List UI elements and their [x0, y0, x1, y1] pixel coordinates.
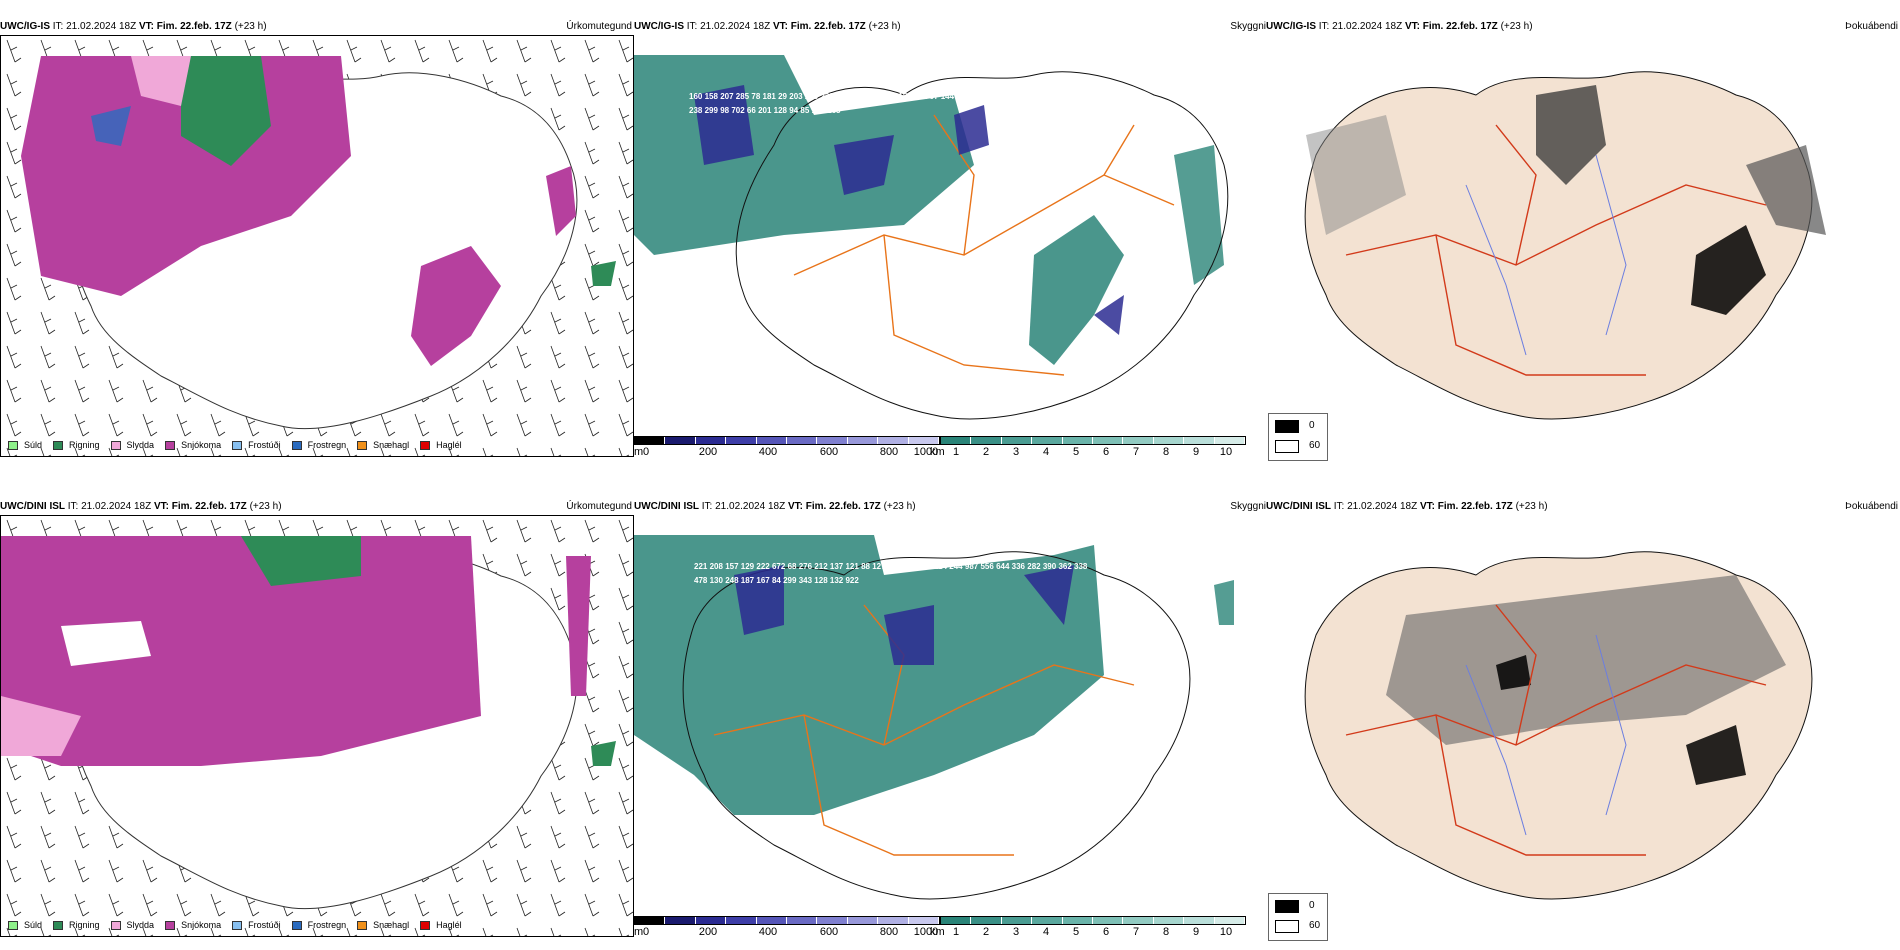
snow-east: [411, 246, 501, 366]
visibility-colorbar: km 1 2 3 4 5 6 7 8 9 10: [930, 436, 1246, 464]
precip-legend: Súld Rigning Slydda Snjókoma Frostúði Fr…: [8, 920, 473, 930]
legend-item-snjokoma: Snjókoma: [165, 920, 221, 930]
mountain-heights: [694, 85, 1124, 335]
visibility-colorbar: km 1 2 3 4 5 6 7 8 9 10: [930, 916, 1246, 944]
roads: [1345, 124, 1767, 376]
legend-item-sudd: Súld: [8, 920, 42, 930]
fog-dark-north: [1536, 85, 1606, 185]
fog-map-svg: [1266, 35, 1900, 463]
precip-map-svg: [1, 516, 633, 936]
snow-area: [1, 536, 481, 766]
fog-grey-band: [1386, 575, 1786, 745]
fog-map-svg: [1266, 515, 1900, 943]
iceland-land: [1304, 71, 1813, 420]
panel-header: UWC/IG-IS IT: 21.02.2024 18Z VT: Fim. 22…: [634, 21, 901, 32]
precip-map: [0, 515, 634, 937]
height-colorbar: m 0 200 400 600 800 1000: [634, 916, 940, 944]
legend-item-haglel: Haglél: [420, 920, 462, 930]
legend-item-snaehagl: Snæhagl: [357, 440, 409, 450]
fog-legend-1: 0 60: [1268, 413, 1328, 461]
visibility-map: 221 208 157 129 222 672 68 276 212 137 1…: [634, 515, 1266, 915]
panel-header: UWC/IG-IS IT: 21.02.2024 18Z VT: Fim. 22…: [0, 21, 267, 32]
fog-grey-west: [1306, 115, 1406, 235]
legend-item-snjokoma: Snjókoma: [165, 440, 221, 450]
panel-header: UWC/DINI ISL IT: 21.02.2024 18Z VT: Fim.…: [634, 501, 916, 512]
fog-grey-ne: [1746, 145, 1826, 235]
precip-map: [0, 35, 634, 457]
precip-legend: Súld Rigning Slydda Snjókoma Frostúði Fr…: [8, 440, 473, 450]
height-colorbar-ticks: m 0 200 400 600 800 1000: [634, 446, 939, 458]
legend-item-haglel: Haglél: [420, 440, 462, 450]
legend-item-rigning: Rigning: [53, 440, 100, 450]
teal-fog-ne: [1174, 145, 1224, 285]
legend-item-sudd: Súld: [8, 440, 42, 450]
rivers: [1465, 634, 1627, 836]
visibility-map-svg: [634, 55, 1229, 420]
fog-map: [1266, 35, 1900, 463]
fog-dark-patches: [1496, 655, 1746, 785]
teal-fog-east: [1029, 215, 1124, 365]
sleet-area: [1, 696, 81, 756]
teal-fog-east: [1214, 580, 1234, 625]
legend-item-frostregn: Frostregn: [291, 920, 346, 930]
visibility-panel-2: UWC/DINI ISL IT: 21.02.2024 18Z VT: Fim.…: [634, 500, 1266, 944]
roads: [793, 114, 1175, 376]
rain-east: [591, 261, 616, 286]
iceland-outline: [735, 71, 1229, 420]
visibility-colorbar-ticks: km 1 2 3 4 5 6 7 8 9 10: [930, 926, 1233, 938]
height-colorbar: m 0 200 400 600 800 1000: [634, 436, 940, 464]
rain-area: [241, 536, 361, 586]
panel-header: UWC/DINI ISL IT: 21.02.2024 18Z VT: Fim.…: [0, 501, 282, 512]
rain-east: [591, 741, 616, 766]
panel-title: Úrkomutegund: [566, 501, 632, 512]
height-labels: 160 158 207 285 78 181 29 203 299 238 36…: [689, 92, 1001, 115]
sleet-area: [131, 56, 191, 106]
snow-ne: [546, 166, 576, 236]
visibility-map-svg: [634, 535, 1234, 900]
panel-title: Skyggni: [1230, 501, 1266, 512]
fog-dark-east: [1691, 225, 1766, 315]
iceland-outline: [682, 551, 1191, 900]
visibility-colorbar-ticks: km 1 2 3 4 5 6 7 8 9 10: [930, 446, 1233, 458]
legend-item-frostudi: Frostúði: [232, 920, 281, 930]
white-gap: [61, 621, 151, 666]
snow-east-band: [566, 556, 591, 696]
row-1: UWC/IG-IS IT: 21.02.2024 18Z VT: Fim. 22…: [0, 0, 1900, 470]
height-colorbar-ticks: m 0 200 400 600 800 1000: [634, 926, 939, 938]
panel-title: Þokuábendi: [1845, 21, 1898, 32]
legend-item-frostregn: Frostregn: [291, 440, 346, 450]
row-2: UWC/DINI ISL IT: 21.02.2024 18Z VT: Fim.…: [0, 480, 1900, 950]
rivers: [1465, 154, 1627, 356]
roads: [1345, 604, 1767, 856]
panel-title: Úrkomutegund: [566, 21, 632, 32]
height-colorbar-cells: [634, 436, 940, 445]
visibility-colorbar-cells: [940, 436, 1246, 445]
precip-type-panel-2: UWC/DINI ISL IT: 21.02.2024 18Z VT: Fim.…: [0, 500, 634, 944]
panel-header: UWC/DINI ISL IT: 21.02.2024 18Z VT: Fim.…: [1266, 501, 1548, 512]
precip-map-svg: [1, 36, 633, 456]
fog-panel-1: UWC/IG-IS IT: 21.02.2024 18Z VT: Fim. 22…: [1266, 20, 1900, 464]
height-colorbar-cells: [634, 916, 940, 925]
panel-header: UWC/IG-IS IT: 21.02.2024 18Z VT: Fim. 22…: [1266, 21, 1533, 32]
legend-item-frostudi: Frostúði: [232, 440, 281, 450]
legend-item-rigning: Rigning: [53, 920, 100, 930]
fog-legend-2: 0 60: [1268, 893, 1328, 941]
frostregn-patch: [91, 106, 131, 146]
legend-item-snaehagl: Snæhagl: [357, 920, 409, 930]
precip-type-panel-1: UWC/IG-IS IT: 21.02.2024 18Z VT: Fim. 22…: [0, 20, 634, 464]
visibility-map: 160 158 207 285 78 181 29 203 299 238 36…: [634, 35, 1266, 435]
visibility-panel-1: UWC/IG-IS IT: 21.02.2024 18Z VT: Fim. 22…: [634, 20, 1266, 464]
fog-map: [1266, 515, 1900, 943]
mountain-heights: [734, 565, 1074, 665]
panel-title: Þokuábendi: [1845, 501, 1898, 512]
visibility-colorbar-cells: [940, 916, 1246, 925]
fog-panel-2: UWC/DINI ISL IT: 21.02.2024 18Z VT: Fim.…: [1266, 500, 1900, 944]
legend-item-slydda: Slydda: [110, 920, 154, 930]
legend-item-slydda: Slydda: [110, 440, 154, 450]
rain-area: [181, 56, 271, 166]
panel-title: Skyggni: [1230, 21, 1266, 32]
height-labels: 221 208 157 129 222 672 68 276 212 137 1…: [694, 562, 1088, 585]
